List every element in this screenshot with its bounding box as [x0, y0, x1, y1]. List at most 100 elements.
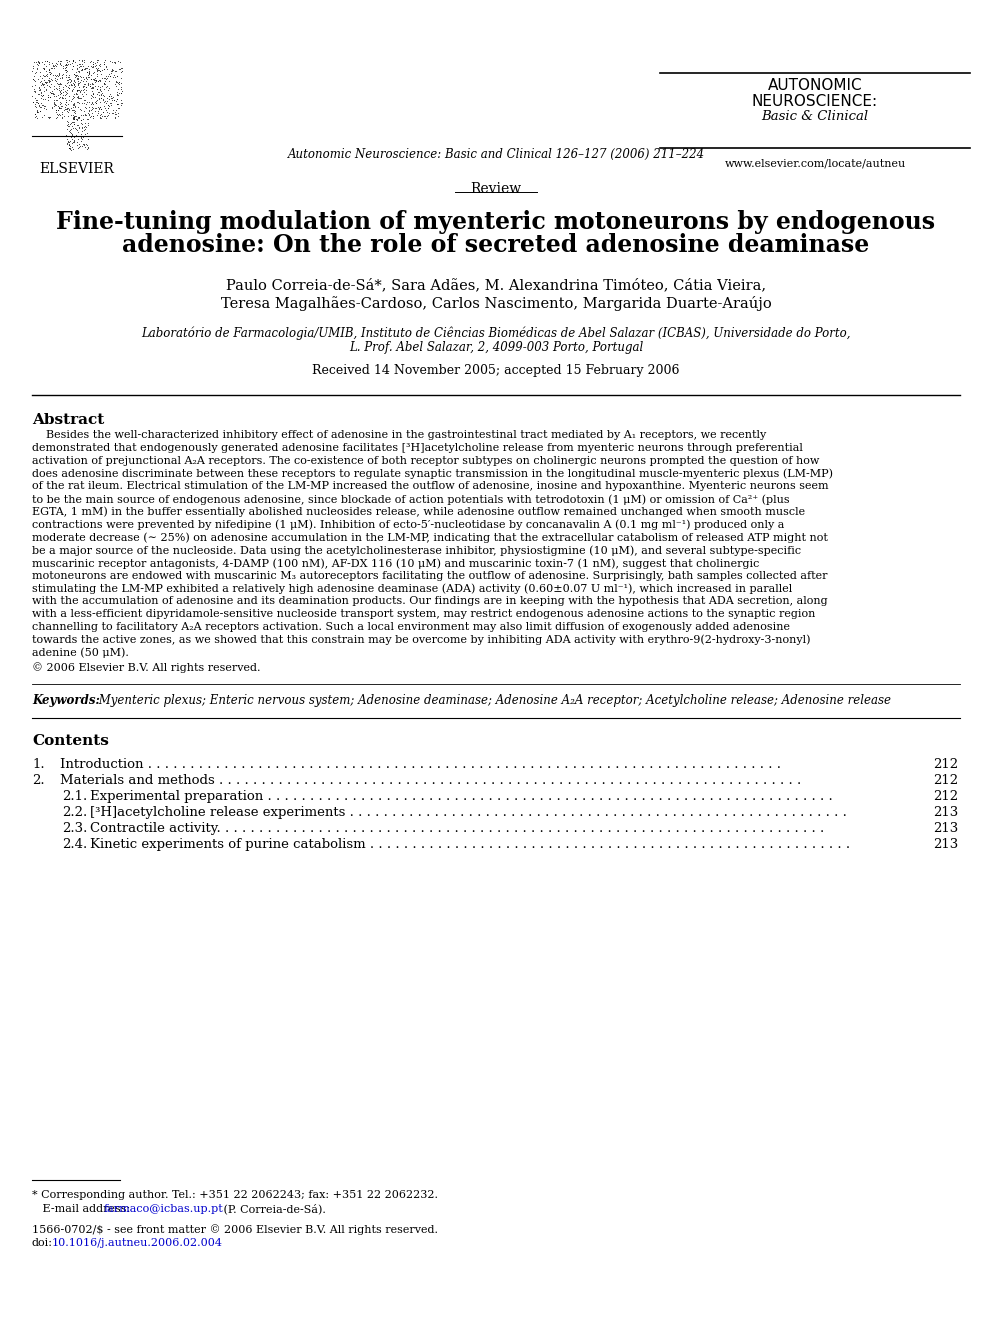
- Point: [80, 58, 96, 79]
- Point: [71, 61, 87, 82]
- Point: [30, 107, 46, 128]
- Point: [88, 78, 104, 99]
- Point: [27, 62, 43, 83]
- Point: [92, 61, 108, 82]
- Point: [42, 60, 58, 81]
- Point: [99, 67, 115, 89]
- Point: [67, 61, 83, 82]
- Text: does adenosine discriminate between these receptors to regulate synaptic transmi: does adenosine discriminate between thes…: [32, 468, 833, 479]
- Point: [108, 61, 124, 82]
- Point: [72, 110, 88, 131]
- Point: [72, 87, 88, 108]
- Point: [44, 57, 60, 78]
- Point: [61, 111, 76, 132]
- Point: [42, 64, 58, 85]
- Point: [55, 77, 70, 98]
- Point: [74, 114, 90, 135]
- Point: [94, 60, 110, 81]
- Point: [60, 69, 75, 90]
- Text: Abstract: Abstract: [32, 413, 104, 427]
- Point: [83, 69, 99, 90]
- Point: [68, 79, 84, 101]
- Point: [72, 79, 88, 101]
- Point: [31, 79, 47, 101]
- Point: [61, 105, 76, 126]
- Point: [28, 103, 44, 124]
- Point: [62, 78, 77, 99]
- Point: [98, 107, 114, 128]
- Point: [94, 67, 110, 89]
- Point: [84, 106, 100, 127]
- Point: [69, 58, 85, 79]
- Point: [101, 103, 117, 124]
- Point: [38, 99, 54, 120]
- Text: 2.2.: 2.2.: [62, 807, 87, 819]
- Point: [49, 85, 64, 106]
- Point: [54, 87, 69, 108]
- Point: [65, 102, 81, 123]
- Point: [94, 83, 110, 105]
- Point: [92, 78, 108, 99]
- Point: [31, 75, 47, 97]
- Point: [84, 107, 100, 128]
- Point: [64, 81, 80, 102]
- Point: [36, 97, 52, 118]
- Point: [61, 138, 76, 159]
- Point: [53, 73, 68, 94]
- Point: [61, 74, 76, 95]
- Point: [47, 56, 62, 77]
- Point: [89, 50, 105, 71]
- Point: [84, 98, 100, 119]
- Point: [72, 56, 88, 77]
- Point: [99, 87, 115, 108]
- Point: [71, 87, 87, 108]
- Point: [106, 65, 122, 86]
- Point: [65, 94, 81, 115]
- Point: [73, 60, 89, 81]
- Point: [77, 136, 93, 157]
- Point: [74, 127, 90, 148]
- Point: [27, 71, 43, 93]
- Point: [96, 73, 112, 94]
- Point: [99, 102, 115, 123]
- Point: [35, 73, 51, 94]
- Point: [108, 75, 124, 97]
- Point: [64, 118, 80, 139]
- Point: [58, 54, 73, 75]
- Point: [102, 83, 118, 105]
- Point: [56, 56, 71, 77]
- Point: [108, 83, 124, 105]
- Point: [48, 77, 63, 98]
- Point: [74, 49, 90, 70]
- Point: [66, 86, 82, 107]
- Point: [63, 115, 79, 136]
- Text: Myenteric plexus; Enteric nervous system; Adenosine deaminase; Adenosine A₂A rec: Myenteric plexus; Enteric nervous system…: [95, 695, 891, 708]
- Point: [35, 67, 51, 89]
- Point: [73, 83, 89, 105]
- Point: [58, 57, 73, 78]
- Point: [108, 71, 124, 93]
- Point: [67, 103, 83, 124]
- Point: [65, 106, 81, 127]
- Point: [80, 74, 96, 95]
- Point: [91, 82, 107, 103]
- Text: 212: 212: [932, 758, 958, 771]
- Text: ELSEVIER: ELSEVIER: [40, 161, 114, 176]
- Point: [42, 77, 58, 98]
- Point: [87, 54, 103, 75]
- Point: [42, 53, 58, 74]
- Point: [103, 87, 119, 108]
- Point: [26, 52, 42, 73]
- Point: [108, 89, 124, 110]
- Point: [59, 53, 74, 74]
- Point: [54, 95, 69, 116]
- Point: [32, 94, 48, 115]
- Text: adenine (50 μM).: adenine (50 μM).: [32, 647, 129, 658]
- Point: [95, 85, 111, 106]
- Point: [93, 64, 109, 85]
- Point: [50, 99, 65, 120]
- Point: [36, 64, 52, 85]
- Point: [27, 87, 43, 108]
- Point: [35, 94, 51, 115]
- Point: [60, 52, 75, 73]
